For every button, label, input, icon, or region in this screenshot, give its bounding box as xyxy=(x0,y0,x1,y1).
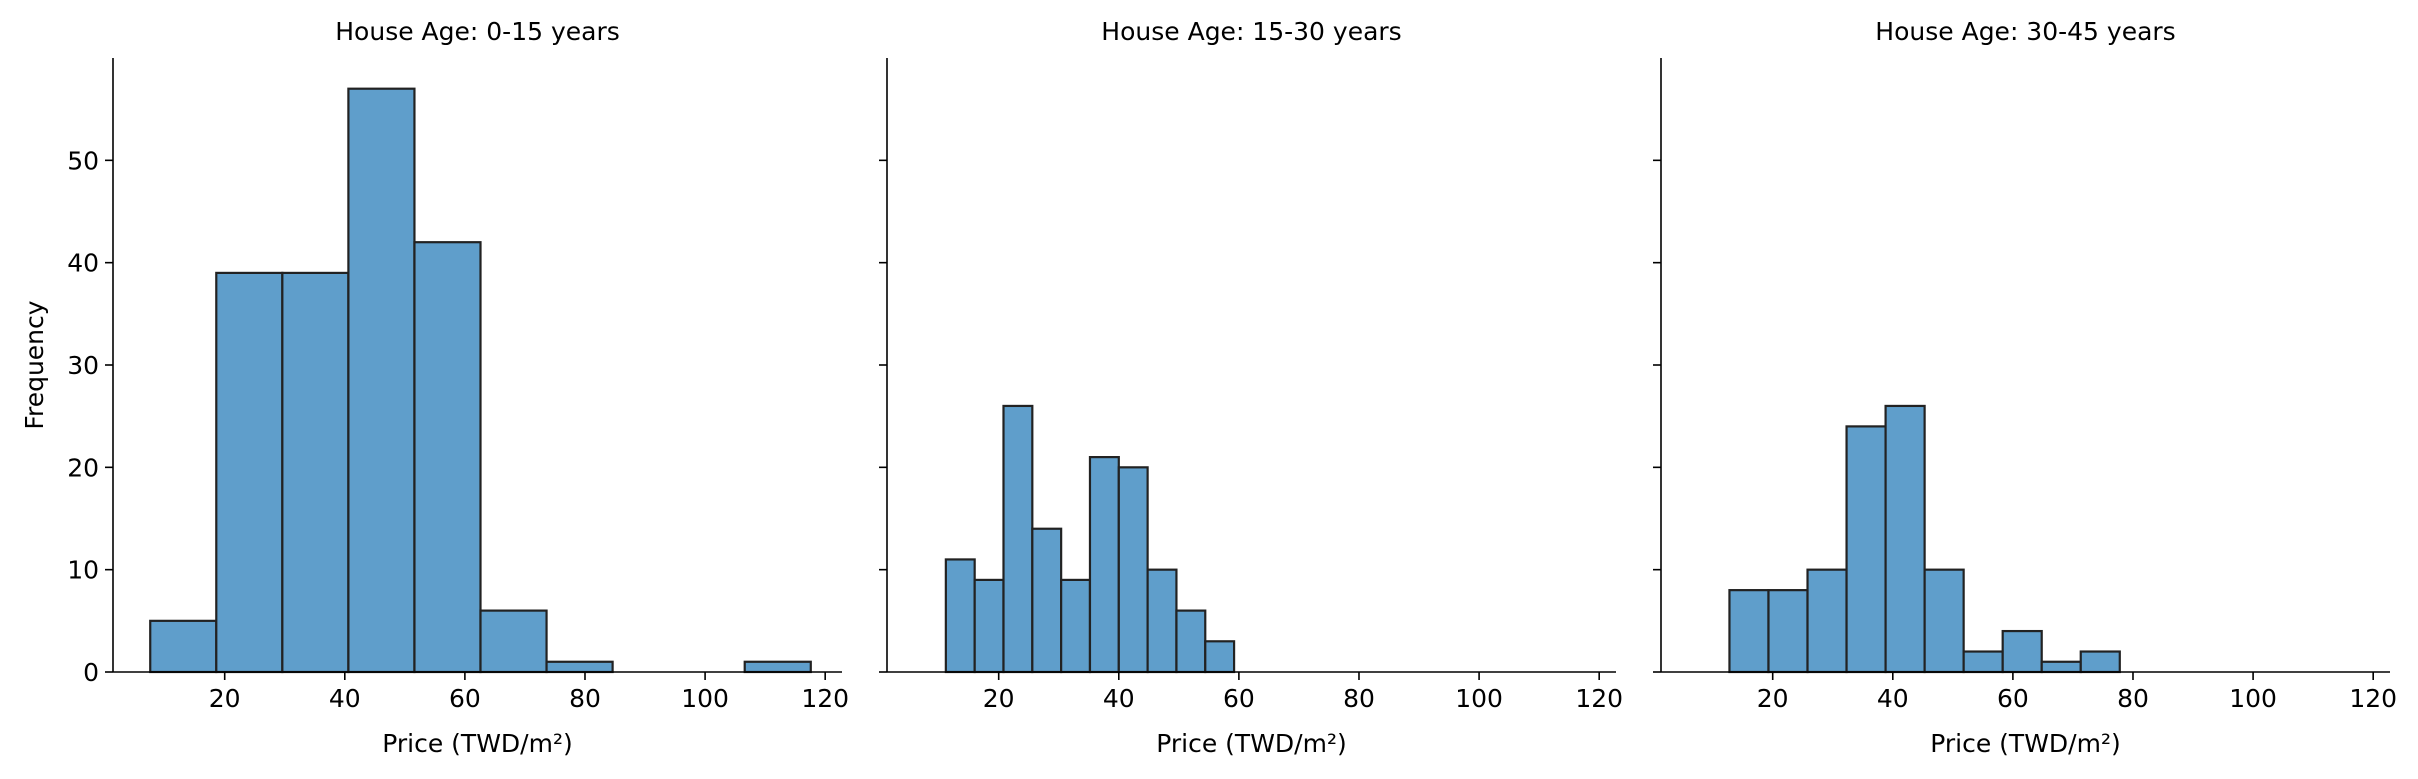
x-tick-label: 120 xyxy=(2349,684,2397,713)
y-tick-label: 40 xyxy=(67,249,99,278)
histogram-bar xyxy=(1923,568,1965,674)
histogram-bar xyxy=(215,271,284,674)
facet-panel-3: 20 40 60 80 100 120 House Age: 30-45 years Pric… xyxy=(1653,17,2397,758)
histogram-bar xyxy=(944,558,976,674)
facet-title: House Age: 15-30 years xyxy=(1101,17,1401,46)
x-tick-label: 60 xyxy=(449,684,481,713)
facet-panel-2: 20 40 60 80 100 120 House Age: 15-30 years Pric… xyxy=(879,17,1623,758)
x-tick-label: 20 xyxy=(209,684,241,713)
histogram-bar xyxy=(2079,650,2121,674)
histogram-bar xyxy=(1146,568,1178,674)
x-tick-label: 80 xyxy=(1343,684,1375,713)
histogram-bar xyxy=(973,578,1005,674)
y-tick-label: 10 xyxy=(67,556,99,585)
facet-title: House Age: 0-15 years xyxy=(335,17,620,46)
histogram-bar xyxy=(1060,578,1092,674)
x-axis-label: Price (TWD/m²) xyxy=(1930,729,2120,758)
y-axis-label: Frequency xyxy=(20,300,49,429)
histogram-bar xyxy=(1845,425,1887,674)
y-tick-label: 20 xyxy=(67,453,99,482)
histogram-bar xyxy=(1002,404,1034,674)
histogram-bar xyxy=(1204,640,1236,674)
x-tick-label: 80 xyxy=(2117,684,2149,713)
histogram-bar xyxy=(2040,660,2082,674)
x-tick-label: 40 xyxy=(1103,684,1135,713)
histogram-bar xyxy=(1806,568,1848,674)
x-tick-label: 20 xyxy=(983,684,1015,713)
histogram-bar xyxy=(743,660,812,674)
histogram-bar xyxy=(281,271,350,674)
x-tick-label: 40 xyxy=(1877,684,1909,713)
histogram-bar xyxy=(1175,609,1207,674)
histogram-bar xyxy=(1767,589,1809,674)
histogram-bar xyxy=(1088,456,1120,674)
x-tick-label: 20 xyxy=(1757,684,1789,713)
histogram-bar xyxy=(149,619,218,674)
x-tick-label: 60 xyxy=(1223,684,1255,713)
facet-title: House Age: 30-45 years xyxy=(1875,17,2175,46)
histogram-bar xyxy=(1884,404,1926,674)
histogram-bar xyxy=(1728,589,1770,674)
x-tick-label: 80 xyxy=(569,684,601,713)
x-axis-label: Price (TWD/m²) xyxy=(382,729,572,758)
x-tick-label: 120 xyxy=(801,684,849,713)
x-tick-label: 40 xyxy=(329,684,361,713)
histogram-bar xyxy=(1031,527,1063,674)
histogram-bar xyxy=(1962,650,2004,674)
x-tick-label: 100 xyxy=(681,684,729,713)
facet-panel-1: 20 40 60 80 100 120 0 10 20 30 40 50 House Age: 0-15… xyxy=(20,17,849,758)
y-tick-label: 0 xyxy=(83,658,99,687)
x-tick-label: 120 xyxy=(1575,684,1623,713)
x-axis-label: Price (TWD/m²) xyxy=(1156,729,1346,758)
x-tick-label: 100 xyxy=(1455,684,1503,713)
y-tick-label: 50 xyxy=(67,146,99,175)
histogram-bar xyxy=(347,87,416,674)
y-tick-label: 30 xyxy=(67,351,99,380)
histogram-bar xyxy=(1117,466,1149,674)
histogram-bar xyxy=(479,609,548,674)
x-tick-label: 60 xyxy=(1997,684,2029,713)
histogram-bar xyxy=(2001,629,2043,674)
histogram-bar xyxy=(545,660,614,674)
histogram-bar xyxy=(413,241,482,674)
x-tick-label: 100 xyxy=(2229,684,2277,713)
